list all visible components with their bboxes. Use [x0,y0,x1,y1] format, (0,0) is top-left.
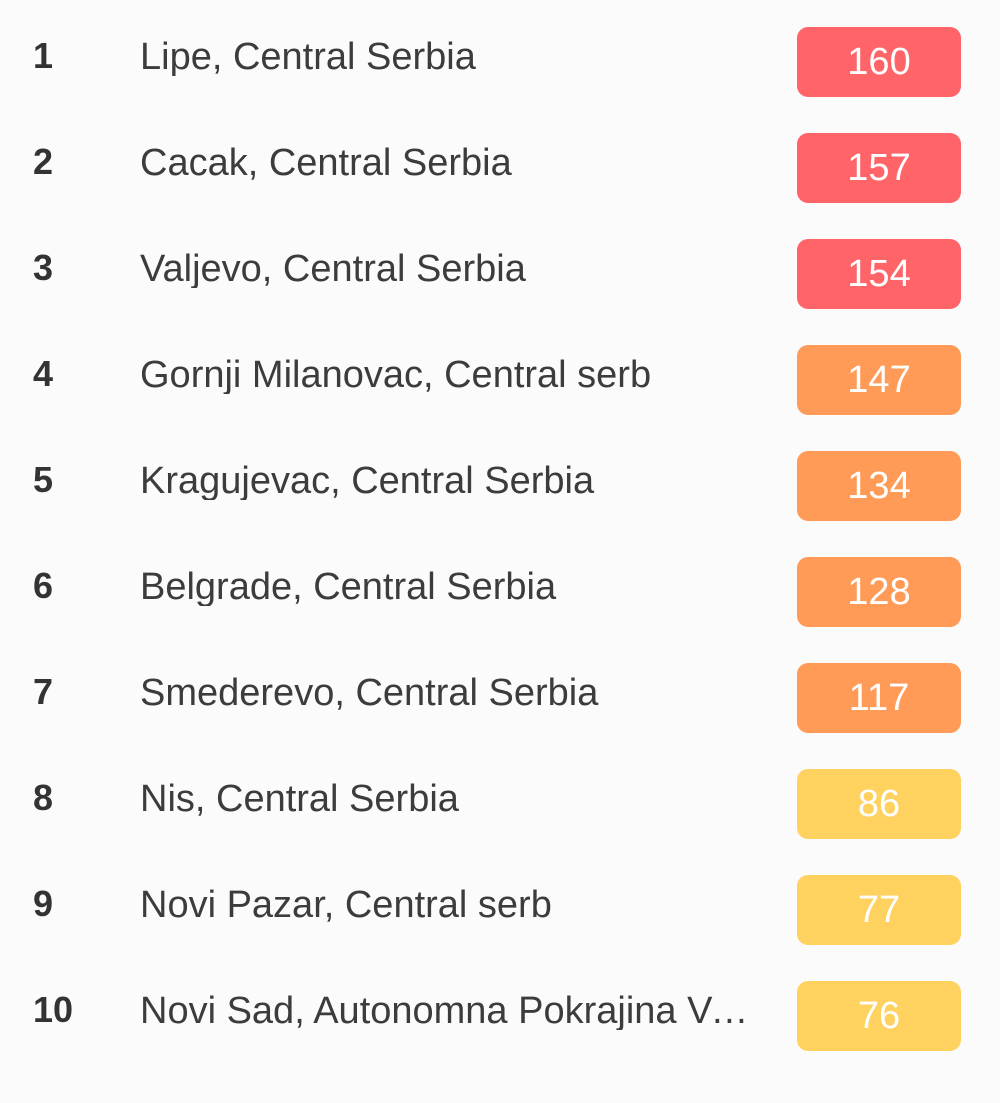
city-name[interactable]: Gornji Milanovac, Central serb [140,356,652,394]
aqi-badge: 76 [797,981,961,1051]
city-name[interactable]: Novi Sad, Autonomna Pokrajina Vojvodina [140,992,765,1030]
city-name[interactable]: Kragujevac, Central Serbia [140,462,595,500]
ranking-row-7[interactable]: 7 Smederevo, Central Serbia 117 [0,636,1000,742]
rank-number: 9 [33,883,54,924]
city-name[interactable]: Nis, Central Serbia [140,780,459,818]
aqi-badge: 128 [797,557,961,627]
rank-number: 4 [33,353,54,394]
aqi-badge: 134 [797,451,961,521]
city-name[interactable]: Lipe, Central Serbia [140,38,476,76]
rank-number: 7 [33,671,54,712]
rank-number: 2 [33,141,54,182]
ranking-row-3[interactable]: 3 Valjevo, Central Serbia 154 [0,212,1000,318]
aqi-badge: 160 [797,27,961,97]
aqi-badge: 117 [797,663,961,733]
ranking-row-9[interactable]: 9 Novi Pazar, Central serb 77 [0,848,1000,954]
city-name[interactable]: Belgrade, Central Serbia [140,568,557,606]
ranking-row-10[interactable]: 10 Novi Sad, Autonomna Pokrajina Vojvodi… [0,954,1000,1060]
ranking-row-5[interactable]: 5 Kragujevac, Central Serbia 134 [0,424,1000,530]
rank-number: 3 [33,247,54,288]
ranking-row-1[interactable]: 1 Lipe, Central Serbia 160 [0,0,1000,106]
rank-number: 6 [33,565,54,606]
rank-number: 1 [33,35,54,76]
aqi-badge: 147 [797,345,961,415]
ranking-row-2[interactable]: 2 Cacak, Central Serbia 157 [0,106,1000,212]
city-name[interactable]: Cacak, Central Serbia [140,144,512,182]
ranking-row-6[interactable]: 6 Belgrade, Central Serbia 128 [0,530,1000,636]
rank-number: 5 [33,459,54,500]
rank-number: 10 [33,989,74,1030]
city-name[interactable]: Smederevo, Central Serbia [140,674,599,712]
aqi-badge: 154 [797,239,961,309]
ranking-row-4[interactable]: 4 Gornji Milanovac, Central serb 147 [0,318,1000,424]
ranking-row-8[interactable]: 8 Nis, Central Serbia 86 [0,742,1000,848]
rank-number: 8 [33,777,54,818]
aqi-badge: 86 [797,769,961,839]
city-name[interactable]: Valjevo, Central Serbia [140,250,526,288]
city-name[interactable]: Novi Pazar, Central serb [140,886,552,924]
aqi-badge: 157 [797,133,961,203]
aqi-badge: 77 [797,875,961,945]
